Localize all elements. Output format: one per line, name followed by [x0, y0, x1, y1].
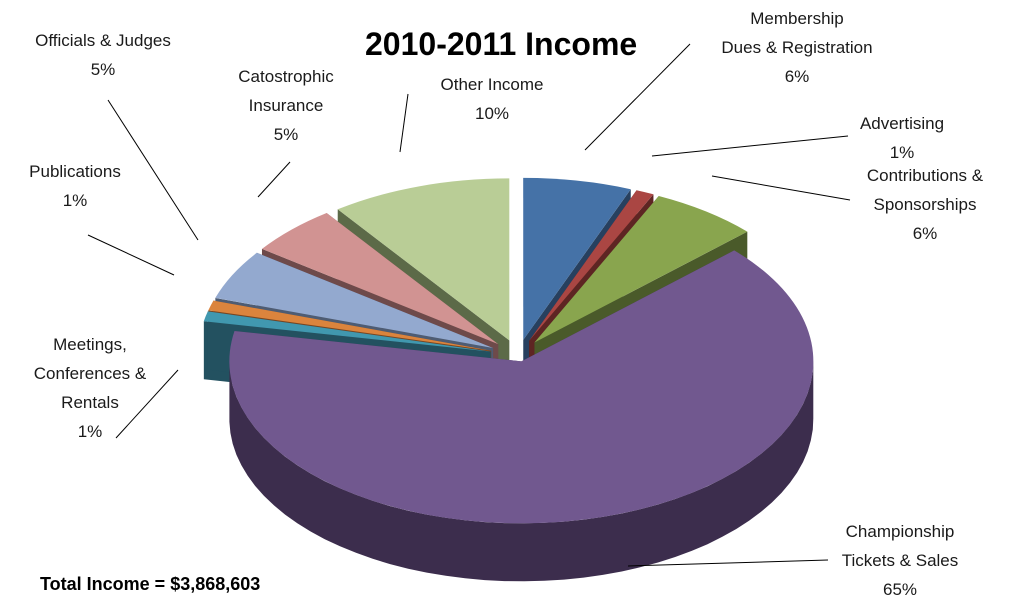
leader-line — [651, 135, 849, 157]
pie-slice — [262, 213, 499, 345]
slice-label: Rentals — [61, 393, 119, 412]
pie-slice — [534, 196, 748, 343]
chart-title: 2010-2011 Income — [365, 26, 638, 62]
pie-slice — [229, 250, 814, 524]
slice-label: Sponsorships — [873, 195, 976, 214]
slice-label: Catostrophic — [238, 67, 334, 86]
slice-percent-label: 1% — [78, 422, 103, 441]
slice-label: Insurance — [249, 96, 324, 115]
slice-percent-label: 1% — [63, 191, 88, 210]
total-income: Total Income = $3,868,603 — [40, 574, 261, 594]
leader-line — [584, 43, 691, 151]
slice-percent-label: 6% — [785, 67, 810, 86]
slice-label: Contributions & — [867, 166, 984, 185]
slice-label: Advertising — [860, 114, 944, 133]
slice-label: Officials & Judges — [35, 31, 171, 50]
pie-slice — [337, 178, 510, 341]
slice-label: Championship — [846, 522, 955, 541]
leader-line — [257, 161, 291, 198]
leader-line — [87, 234, 175, 276]
slice-label: Other Income — [441, 75, 544, 94]
slice-labels: Membership Dues & Registration 6% Advertisi… — [29, 9, 984, 599]
slice-percent-label: 65% — [883, 580, 917, 599]
leader-line — [627, 559, 829, 567]
leader-line — [107, 99, 199, 241]
leader-line — [115, 369, 179, 439]
slice-label: Publications — [29, 162, 121, 181]
slice-percent-label: 5% — [274, 125, 299, 144]
leader-line — [711, 175, 851, 201]
pie-slice — [529, 190, 654, 341]
slice-percent-label: 6% — [913, 224, 938, 243]
slice-label: Meetings, — [53, 335, 127, 354]
pie-slice — [215, 252, 494, 349]
leader-line — [399, 93, 409, 153]
slice-label: Conferences & — [34, 364, 147, 383]
pie-slice — [523, 177, 631, 340]
slice-percent-label: 10% — [475, 104, 509, 123]
slice-outer-wall — [229, 360, 814, 582]
slice-tops — [203, 177, 814, 524]
pie-slice — [208, 300, 492, 351]
slice-label: Tickets & Sales — [842, 551, 959, 570]
slice-label: Membership — [750, 9, 844, 28]
slice-percent-label: 5% — [91, 60, 116, 79]
pie-slice — [203, 311, 491, 352]
slice-label: Dues & Registration — [721, 38, 872, 57]
leader-lines — [87, 43, 851, 567]
slice-percent-label: 1% — [890, 143, 915, 162]
